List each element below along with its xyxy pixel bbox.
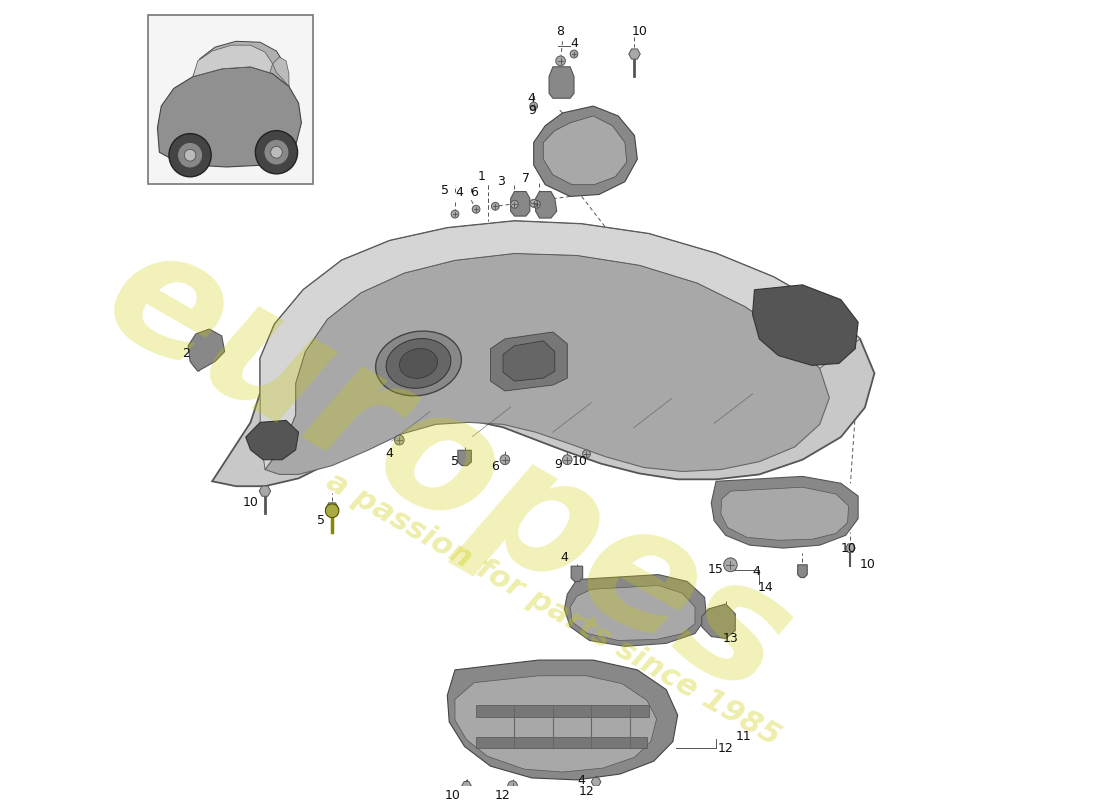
Polygon shape — [510, 191, 530, 216]
Text: 14: 14 — [758, 581, 774, 594]
Polygon shape — [462, 782, 471, 790]
Text: 4: 4 — [528, 92, 536, 105]
Polygon shape — [503, 341, 554, 381]
Text: 10: 10 — [631, 25, 647, 38]
Circle shape — [530, 102, 538, 110]
Text: 4: 4 — [455, 186, 464, 199]
Bar — [147, 14, 312, 184]
Text: 4: 4 — [386, 447, 394, 460]
Text: 10: 10 — [446, 789, 461, 800]
Circle shape — [510, 200, 518, 208]
Polygon shape — [629, 49, 640, 59]
Polygon shape — [273, 57, 289, 86]
Text: 2: 2 — [183, 347, 190, 360]
Circle shape — [177, 142, 202, 168]
Text: 5: 5 — [441, 184, 450, 197]
Circle shape — [500, 454, 509, 465]
Polygon shape — [752, 285, 858, 366]
Polygon shape — [570, 586, 695, 641]
Text: 10: 10 — [572, 455, 587, 468]
Circle shape — [570, 50, 578, 58]
Polygon shape — [188, 329, 224, 371]
Text: 7: 7 — [522, 172, 530, 186]
Circle shape — [264, 139, 289, 165]
Polygon shape — [157, 66, 301, 167]
Polygon shape — [326, 503, 339, 514]
Text: 10: 10 — [243, 497, 258, 510]
Text: 12: 12 — [579, 785, 594, 798]
Text: 4: 4 — [561, 551, 569, 565]
Text: 9: 9 — [553, 458, 562, 471]
Polygon shape — [846, 544, 855, 552]
Text: 3: 3 — [497, 175, 505, 188]
Circle shape — [532, 200, 540, 208]
Polygon shape — [549, 66, 574, 98]
Circle shape — [508, 781, 517, 790]
Circle shape — [530, 199, 538, 207]
Text: 12: 12 — [718, 742, 734, 755]
Circle shape — [472, 206, 480, 213]
Polygon shape — [476, 706, 649, 717]
Text: 8: 8 — [557, 25, 564, 38]
Polygon shape — [455, 676, 657, 772]
Polygon shape — [798, 565, 807, 578]
Text: a passion for parts since 1985: a passion for parts since 1985 — [321, 466, 785, 751]
Circle shape — [556, 56, 565, 66]
Circle shape — [255, 130, 298, 174]
Circle shape — [326, 504, 339, 518]
Text: 1: 1 — [477, 170, 486, 183]
Polygon shape — [260, 221, 860, 470]
Text: 9: 9 — [528, 105, 536, 118]
Text: 4: 4 — [752, 565, 760, 578]
Text: 4: 4 — [570, 37, 578, 50]
Circle shape — [185, 150, 196, 161]
Ellipse shape — [386, 338, 451, 388]
Polygon shape — [260, 486, 271, 496]
Circle shape — [562, 454, 572, 465]
Polygon shape — [564, 574, 706, 646]
Polygon shape — [192, 42, 289, 86]
Text: 10: 10 — [840, 542, 857, 554]
Polygon shape — [192, 45, 273, 77]
Text: 5: 5 — [451, 455, 459, 468]
Circle shape — [492, 202, 499, 210]
Polygon shape — [245, 421, 298, 460]
Text: 6: 6 — [492, 460, 499, 473]
Polygon shape — [536, 191, 557, 218]
Text: 5: 5 — [317, 514, 324, 527]
Polygon shape — [702, 604, 735, 638]
Ellipse shape — [375, 331, 461, 396]
Polygon shape — [212, 221, 874, 486]
Polygon shape — [448, 660, 678, 780]
Polygon shape — [592, 778, 601, 786]
Polygon shape — [491, 332, 568, 391]
Text: 13: 13 — [723, 632, 738, 645]
Polygon shape — [712, 476, 858, 548]
Circle shape — [451, 210, 459, 218]
Text: 12: 12 — [495, 789, 510, 800]
Circle shape — [583, 450, 591, 458]
Text: 6: 6 — [470, 186, 478, 199]
Ellipse shape — [399, 349, 438, 378]
Circle shape — [271, 146, 283, 158]
Polygon shape — [476, 737, 647, 749]
Polygon shape — [571, 566, 583, 582]
Polygon shape — [265, 254, 829, 474]
Text: 10: 10 — [860, 558, 876, 571]
Circle shape — [724, 558, 737, 572]
Text: 11: 11 — [735, 730, 751, 743]
Text: 15: 15 — [708, 563, 724, 576]
Polygon shape — [534, 106, 637, 197]
Circle shape — [169, 134, 211, 177]
Polygon shape — [720, 487, 848, 540]
Circle shape — [395, 435, 404, 445]
Polygon shape — [543, 116, 627, 185]
Text: europes: europes — [78, 211, 817, 732]
Polygon shape — [458, 450, 471, 466]
Text: 4: 4 — [578, 774, 585, 787]
